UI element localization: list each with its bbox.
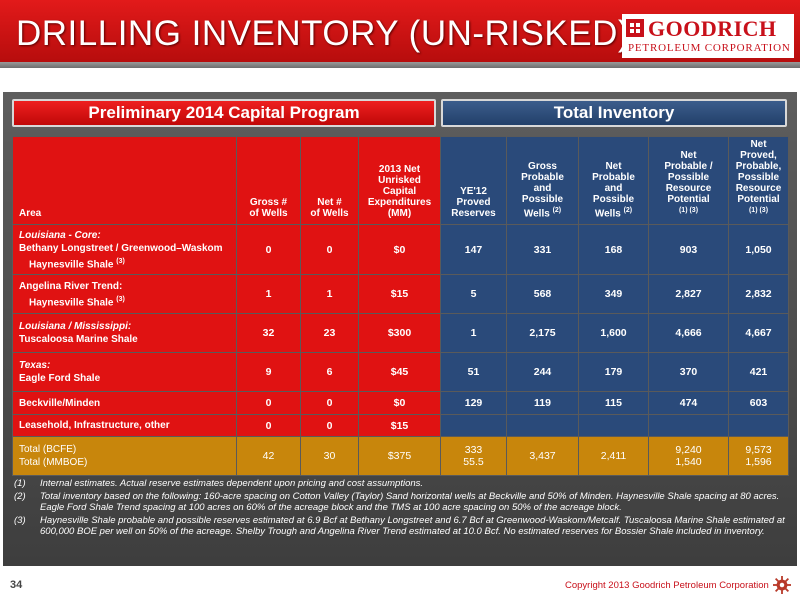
footer-bar (0, 570, 800, 600)
gross-probable-cell: 244 (506, 352, 579, 393)
capex-cell: $45 (358, 352, 441, 393)
table-row: Angelina River Trend: Haynesville Shale … (12, 274, 789, 315)
net-proved-potential-cell: 421 (728, 352, 789, 393)
total-capex-cell: $375 (358, 436, 441, 477)
total-label-cell: Total (BCFE) Total (MMBOE) (12, 436, 237, 477)
header-divider (0, 62, 800, 68)
proved-cell: 51 (440, 352, 507, 393)
net-probable-cell: 179 (578, 352, 649, 393)
net-proved-potential-cell: 4,667 (728, 313, 789, 354)
page-number: 34 (10, 579, 23, 591)
row-area-cell: Beckville/Minden (12, 391, 237, 416)
net-wells-cell: 0 (300, 414, 359, 438)
proved-cell (440, 414, 507, 438)
footnote-item: (3) Haynesville Shale probable and possib… (14, 515, 785, 537)
gross-wells-cell: 0 (236, 224, 301, 276)
net-probable-cell: 115 (578, 391, 649, 416)
col-header-net-probable: Net Probable and Possible Wells (2) (578, 135, 649, 226)
net-potential-cell: 474 (648, 391, 729, 416)
row-area-cell: Leasehold, Infrastructure, other (12, 414, 237, 438)
total-net-potential-cell: 9,240 1,540 (648, 436, 729, 477)
table-row: Beckville/Minden 0 0 $0 129 119 115 474 … (12, 391, 789, 416)
total-net-wells-cell: 30 (300, 436, 359, 477)
proved-cell: 5 (440, 274, 507, 315)
net-potential-cell (648, 414, 729, 438)
capital-program-header: Preliminary 2014 Capital Program (12, 99, 436, 127)
inventory-table: Area Gross # of Wells Net # of Wells 2013 … (12, 135, 789, 477)
net-proved-potential-cell (728, 414, 789, 438)
net-wells-cell: 1 (300, 274, 359, 315)
row-area-cell: Louisiana / Mississippi: Tuscaloosa Mari… (12, 313, 237, 354)
total-gross-probable-cell: 3,437 (506, 436, 579, 477)
row-area-cell: Texas: Eagle Ford Shale (12, 352, 237, 393)
net-probable-cell (578, 414, 649, 438)
total-proved-cell: 333 55.5 (440, 436, 507, 477)
gross-probable-cell: 331 (506, 224, 579, 276)
net-probable-cell: 349 (578, 274, 649, 315)
net-proved-potential-cell: 603 (728, 391, 789, 416)
net-potential-cell: 370 (648, 352, 729, 393)
table-header-row: Area Gross # of Wells Net # of Wells 2013 … (12, 135, 789, 226)
footnote-item: (2) Total inventory based on the followin… (14, 491, 780, 513)
net-wells-cell: 6 (300, 352, 359, 393)
gear-icon (773, 576, 791, 594)
total-net-probable-cell: 2,411 (578, 436, 649, 477)
col-header-net-proved-potential: Net Proved, Probable, Possible Resource Pote… (728, 135, 789, 226)
gross-probable-cell (506, 414, 579, 438)
capex-cell: $15 (358, 274, 441, 315)
capex-cell: $0 (358, 224, 441, 276)
net-potential-cell: 2,827 (648, 274, 729, 315)
net-potential-cell: 4,666 (648, 313, 729, 354)
capex-cell: $15 (358, 414, 441, 438)
logo-subtitle: PETROLEUM CORPORATION (628, 42, 791, 54)
company-logo: GOODRICH PETROLEUM CORPORATION (622, 14, 794, 58)
col-header-area: Area (12, 135, 237, 226)
gross-wells-cell: 0 (236, 391, 301, 416)
proved-cell: 147 (440, 224, 507, 276)
row-area-cell: Angelina River Trend: Haynesville Shale … (12, 274, 237, 315)
col-header-capex: 2013 Net Unrisked Capital Expenditures (MM) (358, 135, 441, 226)
net-probable-cell: 1,600 (578, 313, 649, 354)
gross-wells-cell: 32 (236, 313, 301, 354)
copyright-text: Copyright 2013 Goodrich Petroleum Corpor… (565, 580, 769, 591)
goodrich-logo-icon (626, 19, 644, 37)
slide-title: DRILLING INVENTORY (UN-RISKED) (16, 14, 630, 53)
col-header-proved-reserves: YE'12 Proved Reserves (440, 135, 507, 226)
table-row: Texas: Eagle Ford Shale 9 6 $45 51 244 1… (12, 352, 789, 393)
capex-cell: $0 (358, 391, 441, 416)
total-inventory-header: Total Inventory (441, 99, 787, 127)
table-total-row: Total (BCFE) Total (MMBOE) 42 30 $375 333… (12, 436, 789, 477)
col-header-net-potential: Net Probable / Possible Resource Potential (1… (648, 135, 729, 226)
table-row: Louisiana / Mississippi: Tuscaloosa Mari… (12, 313, 789, 354)
gross-probable-cell: 2,175 (506, 313, 579, 354)
net-potential-cell: 903 (648, 224, 729, 276)
col-header-gross-probable: Gross Probable and Possible Wells (2) (506, 135, 579, 226)
gross-wells-cell: 9 (236, 352, 301, 393)
gross-probable-cell: 568 (506, 274, 579, 315)
gross-probable-cell: 119 (506, 391, 579, 416)
total-gross-wells-cell: 42 (236, 436, 301, 477)
gross-wells-cell: 0 (236, 414, 301, 438)
logo-name: GOODRICH (648, 16, 777, 41)
total-net-proved-potential-cell: 9,573 1,596 (728, 436, 789, 477)
proved-cell: 1 (440, 313, 507, 354)
footnote-item: (1) Internal estimates. Actual reserve es… (14, 478, 424, 489)
gross-wells-cell: 1 (236, 274, 301, 315)
proved-cell: 129 (440, 391, 507, 416)
net-wells-cell: 0 (300, 391, 359, 416)
net-wells-cell: 0 (300, 224, 359, 276)
net-wells-cell: 23 (300, 313, 359, 354)
table-row: Leasehold, Infrastructure, other 0 0 $15 (12, 414, 789, 438)
net-probable-cell: 168 (578, 224, 649, 276)
capex-cell: $300 (358, 313, 441, 354)
table-row: Louisiana - Core: Bethany Longstreet / G… (12, 224, 789, 276)
row-area-cell: Louisiana - Core: Bethany Longstreet / G… (12, 224, 237, 276)
net-proved-potential-cell: 1,050 (728, 224, 789, 276)
footnotes: (1) Internal estimates. Actual reserve es… (14, 478, 789, 539)
col-header-gross-wells: Gross # of Wells (236, 135, 301, 226)
net-proved-potential-cell: 2,832 (728, 274, 789, 315)
col-header-net-wells: Net # of Wells (300, 135, 359, 226)
